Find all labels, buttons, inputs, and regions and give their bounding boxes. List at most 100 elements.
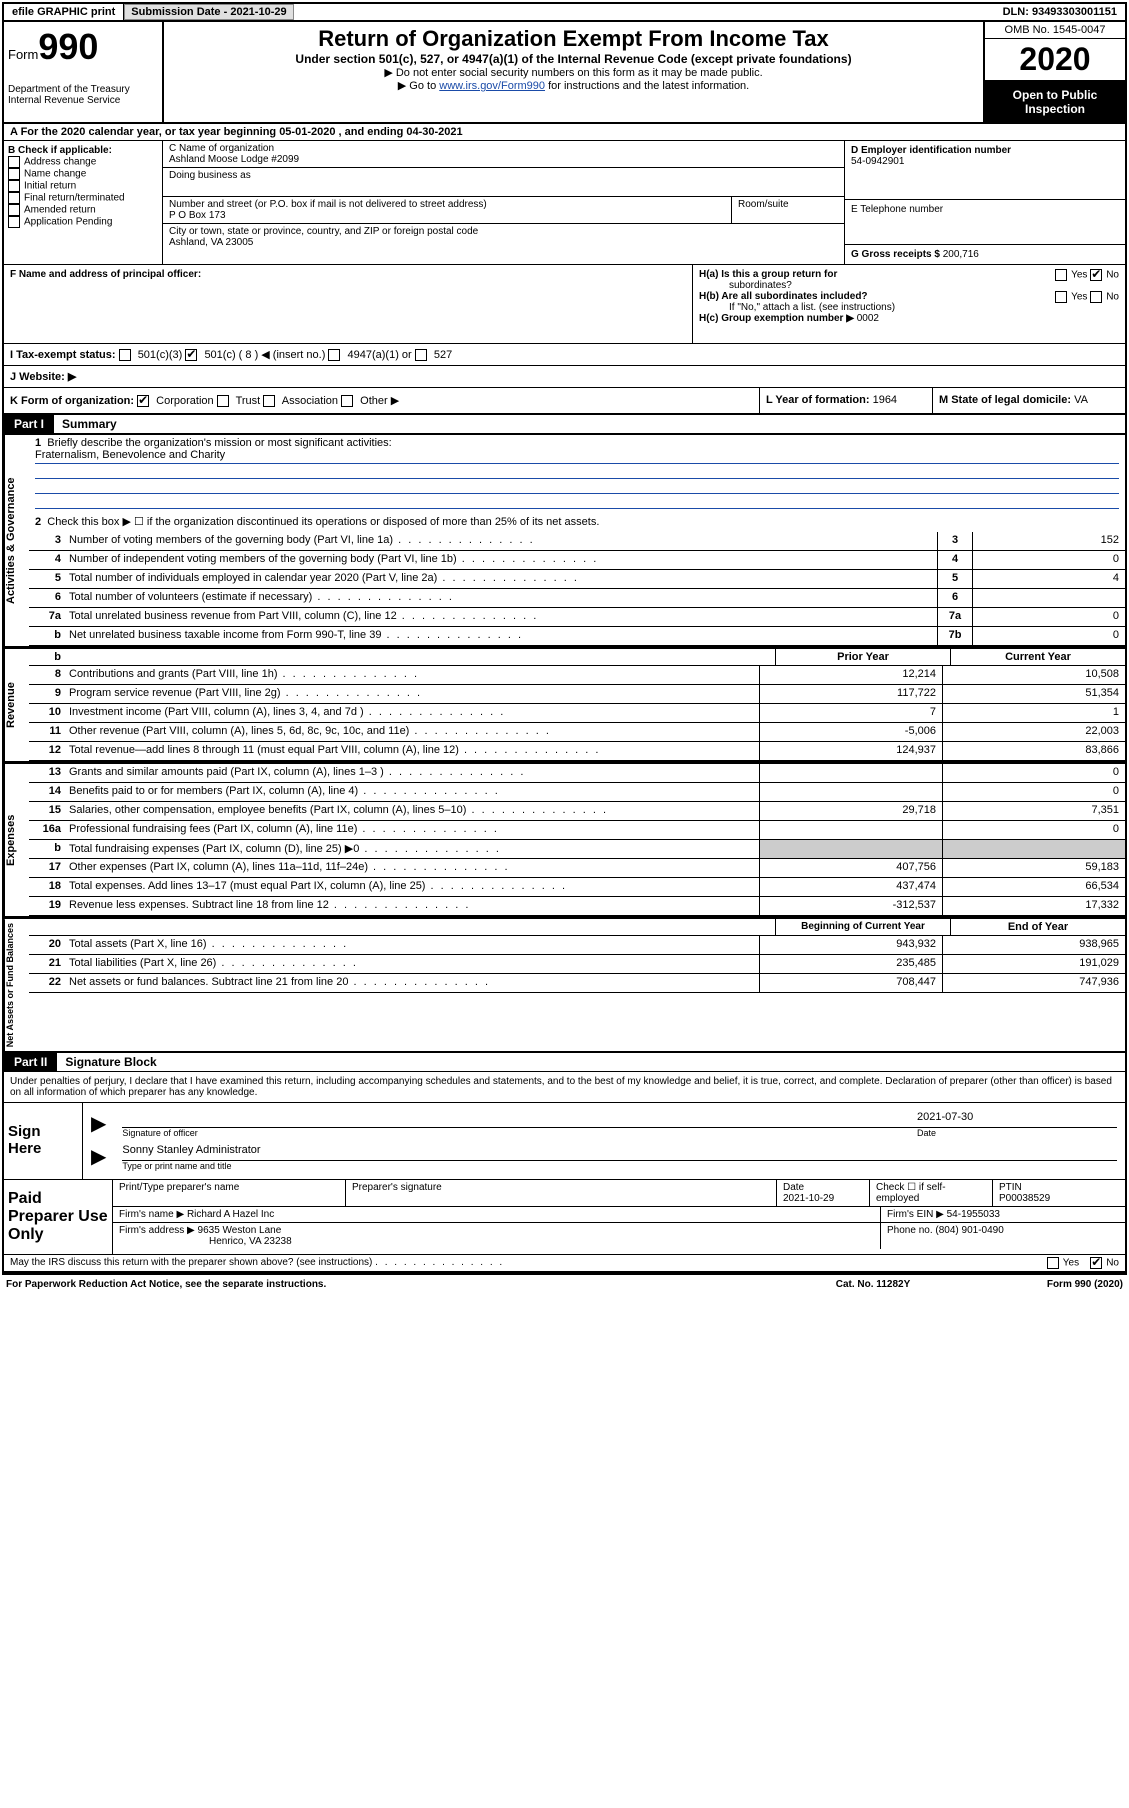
tax-exempt-label: I Tax-exempt status: bbox=[10, 349, 116, 361]
street-value: P O Box 173 bbox=[169, 210, 725, 221]
cb-initial-return[interactable] bbox=[8, 180, 20, 192]
cb-final-return[interactable] bbox=[8, 192, 20, 204]
paid-preparer-section: Paid Preparer Use Only Print/Type prepar… bbox=[4, 1180, 1125, 1255]
exp-line-19: 19Revenue less expenses. Subtract line 1… bbox=[29, 897, 1125, 916]
sign-here-label: Sign Here bbox=[4, 1103, 83, 1179]
cb-ha-no[interactable] bbox=[1090, 269, 1102, 281]
form-label: Form bbox=[8, 47, 38, 62]
ha-sub: subordinates? bbox=[699, 280, 1119, 291]
firm-name: Richard A Hazel Inc bbox=[187, 1209, 274, 1220]
cb-pending[interactable] bbox=[8, 216, 20, 228]
gross-label: G Gross receipts $ bbox=[851, 249, 940, 260]
gross-value: 200,716 bbox=[943, 249, 979, 260]
rev-line-8: 8Contributions and grants (Part VIII, li… bbox=[29, 666, 1125, 685]
cb-4947[interactable] bbox=[328, 349, 340, 361]
sig-arrow-1: ▶ bbox=[91, 1111, 106, 1138]
exp-line-16a: 16aProfessional fundraising fees (Part I… bbox=[29, 821, 1125, 840]
sign-here-row: Sign Here ▶ 2021-07-30 Signature of offi… bbox=[4, 1102, 1125, 1180]
side-net-assets: Net Assets or Fund Balances bbox=[4, 919, 29, 1051]
ha-label: H(a) Is this a group return for bbox=[699, 269, 837, 280]
cb-amended[interactable] bbox=[8, 204, 20, 216]
irs-label: Internal Revenue Service bbox=[8, 95, 158, 106]
cb-other[interactable] bbox=[341, 395, 353, 407]
ptin-value: P00038529 bbox=[999, 1193, 1119, 1204]
pp-phone-label: Phone no. bbox=[887, 1225, 933, 1236]
domicile: VA bbox=[1074, 394, 1088, 406]
open-public-badge: Open to Public Inspection bbox=[985, 82, 1125, 122]
exp-line-15: 15Salaries, other compensation, employee… bbox=[29, 802, 1125, 821]
footer-line: For Paperwork Reduction Act Notice, see … bbox=[0, 1277, 1129, 1292]
paperwork-notice: For Paperwork Reduction Act Notice, see … bbox=[6, 1279, 773, 1290]
cb-hb-yes[interactable] bbox=[1055, 291, 1067, 303]
firm-addr-1: 9635 Weston Lane bbox=[198, 1225, 282, 1236]
org-name: Ashland Moose Lodge #2099 bbox=[169, 154, 838, 165]
declaration-text: Under penalties of perjury, I declare th… bbox=[4, 1072, 1125, 1102]
col-begin-year: Beginning of Current Year bbox=[775, 919, 950, 935]
cb-ha-yes[interactable] bbox=[1055, 269, 1067, 281]
gov-line-7a: 7aTotal unrelated business revenue from … bbox=[29, 608, 1125, 627]
box-d: D Employer identification number 54-0942… bbox=[844, 141, 1125, 264]
form-title: Return of Organization Exempt From Incom… bbox=[168, 26, 979, 52]
hb-note: If "No," attach a list. (see instruction… bbox=[699, 302, 1119, 313]
hb-label: H(b) Are all subordinates included? bbox=[699, 291, 868, 302]
firm-name-label: Firm's name ▶ bbox=[119, 1209, 184, 1220]
row-j: J Website: ▶ bbox=[4, 366, 1125, 388]
side-expenses: Expenses bbox=[4, 764, 29, 916]
cb-hb-no[interactable] bbox=[1090, 291, 1102, 303]
exp-line-b: bTotal fundraising expenses (Part IX, co… bbox=[29, 840, 1125, 859]
net-line-22: 22Net assets or fund balances. Subtract … bbox=[29, 974, 1125, 993]
cb-501c3[interactable] bbox=[119, 349, 131, 361]
header-center: Return of Organization Exempt From Incom… bbox=[164, 22, 983, 122]
phone-label: E Telephone number bbox=[851, 204, 1119, 215]
section-governance: Activities & Governance 1 Briefly descri… bbox=[4, 434, 1125, 648]
line-2-text: Check this box ▶ ☐ if the organization d… bbox=[47, 516, 599, 528]
part-i-tab: Part I bbox=[4, 415, 54, 433]
col-prior-year: Prior Year bbox=[775, 649, 950, 665]
street-label: Number and street (or P.O. box if mail i… bbox=[169, 199, 725, 210]
dln-label: DLN: bbox=[1003, 6, 1029, 18]
cb-assoc[interactable] bbox=[263, 395, 275, 407]
section-revenue: Revenue b Prior Year Current Year 8Contr… bbox=[4, 648, 1125, 763]
officer-name: Sonny Stanley Administrator bbox=[122, 1144, 1117, 1161]
cb-address-change[interactable] bbox=[8, 156, 20, 168]
col-end-year: End of Year bbox=[950, 919, 1125, 935]
date-label: Date bbox=[917, 1128, 1117, 1138]
room-suite-label: Room/suite bbox=[732, 197, 844, 223]
col-current-year: Current Year bbox=[950, 649, 1125, 665]
pp-phone: (804) 901-0490 bbox=[935, 1225, 1003, 1236]
cat-no: Cat. No. 11282Y bbox=[773, 1279, 973, 1290]
cb-501c[interactable] bbox=[185, 349, 197, 361]
part-i-title: Summary bbox=[54, 415, 125, 433]
cb-name-change[interactable] bbox=[8, 168, 20, 180]
net-line-20: 20Total assets (Part X, line 16)943,9329… bbox=[29, 936, 1125, 955]
form-ref: Form 990 (2020) bbox=[973, 1279, 1123, 1290]
firm-addr-label: Firm's address ▶ bbox=[119, 1225, 195, 1236]
gov-line-3: 3Number of voting members of the governi… bbox=[29, 532, 1125, 551]
sig-arrow-2: ▶ bbox=[91, 1144, 106, 1171]
mission-blank-2 bbox=[35, 479, 1119, 494]
cb-discuss-yes[interactable] bbox=[1047, 1257, 1059, 1269]
year-formation: 1964 bbox=[873, 394, 897, 406]
paid-preparer-label: Paid Preparer Use Only bbox=[4, 1180, 113, 1254]
side-governance: Activities & Governance bbox=[4, 435, 29, 646]
submission-date-box: Submission Date - 2021-10-29 bbox=[124, 4, 293, 20]
website-label: J Website: ▶ bbox=[10, 371, 76, 383]
side-revenue: Revenue bbox=[4, 649, 29, 761]
ptin-label: PTIN bbox=[999, 1182, 1119, 1193]
part-ii-tab: Part II bbox=[4, 1053, 57, 1071]
cb-527[interactable] bbox=[415, 349, 427, 361]
gov-line-4: 4Number of independent voting members of… bbox=[29, 551, 1125, 570]
cb-trust[interactable] bbox=[217, 395, 229, 407]
hc-label: H(c) Group exemption number ▶ bbox=[699, 313, 854, 324]
exp-line-17: 17Other expenses (Part IX, column (A), l… bbox=[29, 859, 1125, 878]
section-net-assets: Net Assets or Fund Balances Beginning of… bbox=[4, 918, 1125, 1053]
discuss-row: May the IRS discuss this return with the… bbox=[4, 1255, 1125, 1273]
exp-line-14: 14Benefits paid to or for members (Part … bbox=[29, 783, 1125, 802]
header-left: Form990 Department of the Treasury Inter… bbox=[4, 22, 164, 122]
cb-corp[interactable] bbox=[137, 395, 149, 407]
sig-officer-label: Signature of officer bbox=[122, 1128, 905, 1138]
cb-discuss-no[interactable] bbox=[1090, 1257, 1102, 1269]
pp-date-label: Date bbox=[783, 1182, 863, 1193]
irs-link[interactable]: www.irs.gov/Form990 bbox=[439, 80, 545, 92]
discuss-text: May the IRS discuss this return with the… bbox=[10, 1257, 372, 1268]
